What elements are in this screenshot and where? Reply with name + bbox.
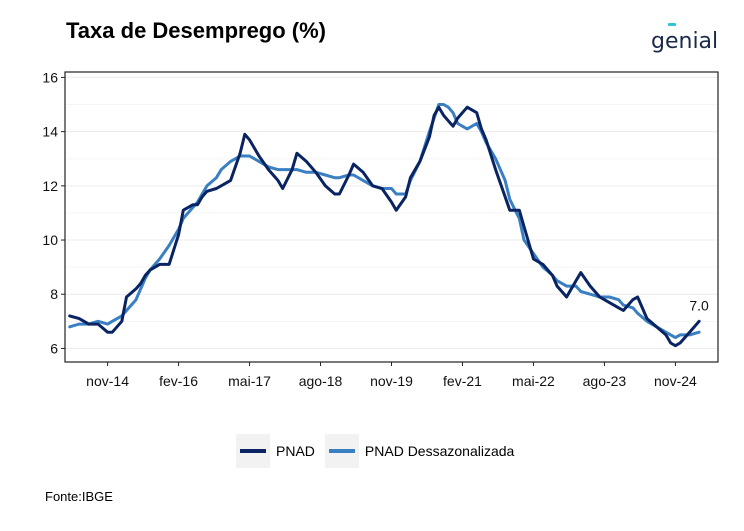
y-tick-label: 8 [50, 286, 58, 302]
y-tick-label: 14 [42, 124, 58, 140]
legend-item-pnad: PNAD [236, 434, 315, 468]
x-tick-label: fev-21 [443, 373, 482, 389]
line-chart: 6 8 10 12 14 16 nov-14 fev-16 mai-17 ago-18 nov-19… [42, 69, 719, 389]
legend-label-pnad: PNAD [276, 443, 315, 459]
y-tick-label: 12 [42, 178, 58, 194]
x-tick-label: nov-19 [370, 373, 413, 389]
y-tick-label: 16 [42, 69, 58, 85]
grid-lines [65, 76, 718, 349]
legend-key-pnad [236, 434, 270, 468]
x-tick-label: fev-16 [159, 373, 198, 389]
x-tick-label: mai-22 [512, 373, 555, 389]
y-tick-label: 6 [50, 340, 58, 356]
legend-item-pnad-dessazonalizada: PNAD Dessazonalizada [324, 434, 515, 468]
legend-key-pnad-dessazonalizada [324, 434, 359, 468]
plot-frame [64, 71, 719, 363]
legend-label-pnad-dessazonalizada: PNAD Dessazonalizada [364, 443, 515, 459]
x-tick-label: nov-24 [654, 373, 697, 389]
genial-logo: genial [651, 23, 718, 54]
legend: PNAD PNAD Dessazonalizada [236, 433, 524, 469]
logo-text: genial [651, 29, 718, 54]
y-tick-label: 10 [42, 232, 58, 248]
x-tick-label: ago-23 [583, 373, 627, 389]
source-note: Fonte:IBGE [45, 489, 113, 504]
annotations: 7.0 [689, 297, 709, 313]
x-tick-label: nov-14 [86, 373, 129, 389]
series-line-pnad [68, 105, 701, 348]
chart-title: Taxa de Desemprego (%) [66, 18, 327, 43]
last-value-label: 7.0 [689, 297, 709, 313]
series-line-pnad-dessazonalizada [68, 103, 701, 340]
x-tick-label: ago-18 [299, 373, 343, 389]
x-tick-label: mai-17 [228, 373, 271, 389]
axes: 6 8 10 12 14 16 nov-14 fev-16 mai-17 ago-18 nov-19… [42, 69, 719, 389]
series-lines [68, 103, 701, 348]
logo-accent-mark [668, 23, 676, 26]
